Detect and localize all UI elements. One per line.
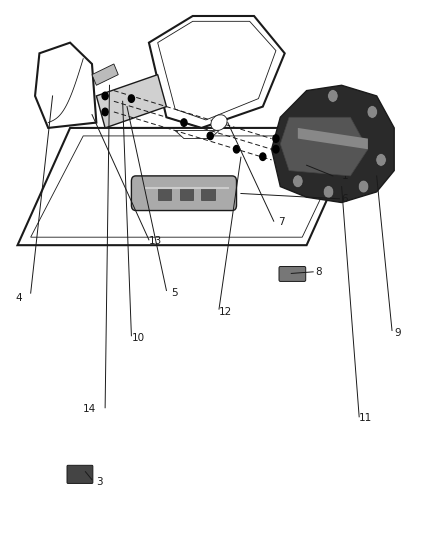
Circle shape	[181, 119, 187, 126]
Circle shape	[128, 95, 134, 102]
Text: 11: 11	[359, 414, 372, 423]
Text: 4: 4	[15, 294, 22, 303]
Text: 6: 6	[342, 194, 348, 204]
Polygon shape	[18, 128, 359, 245]
Polygon shape	[280, 117, 368, 176]
Circle shape	[273, 135, 279, 142]
Circle shape	[358, 180, 369, 193]
Bar	[180, 187, 193, 200]
Circle shape	[376, 154, 386, 166]
Circle shape	[367, 106, 378, 118]
Text: 9: 9	[394, 328, 401, 338]
FancyBboxPatch shape	[131, 176, 237, 211]
Text: 8: 8	[315, 267, 322, 277]
Text: 5: 5	[171, 288, 177, 298]
Circle shape	[260, 153, 266, 160]
Circle shape	[273, 146, 279, 153]
Polygon shape	[35, 43, 96, 128]
Circle shape	[102, 92, 108, 100]
Circle shape	[323, 185, 334, 198]
Circle shape	[102, 108, 108, 116]
FancyBboxPatch shape	[279, 266, 306, 281]
Text: 14: 14	[83, 405, 96, 414]
Polygon shape	[149, 16, 285, 128]
Text: 10: 10	[131, 334, 145, 343]
Polygon shape	[175, 131, 219, 139]
Bar	[201, 187, 215, 200]
Circle shape	[207, 132, 213, 140]
Text: 1: 1	[342, 171, 348, 181]
Polygon shape	[298, 128, 368, 149]
Bar	[158, 187, 171, 200]
Circle shape	[328, 90, 338, 102]
Circle shape	[293, 175, 303, 188]
Text: 3: 3	[96, 478, 103, 487]
Polygon shape	[272, 85, 394, 203]
Text: 7: 7	[278, 217, 285, 227]
Polygon shape	[92, 64, 118, 85]
Text: 12: 12	[219, 307, 232, 317]
Circle shape	[233, 146, 240, 153]
Text: 13: 13	[149, 236, 162, 246]
Polygon shape	[96, 75, 166, 128]
Ellipse shape	[211, 115, 227, 131]
FancyBboxPatch shape	[67, 465, 93, 483]
